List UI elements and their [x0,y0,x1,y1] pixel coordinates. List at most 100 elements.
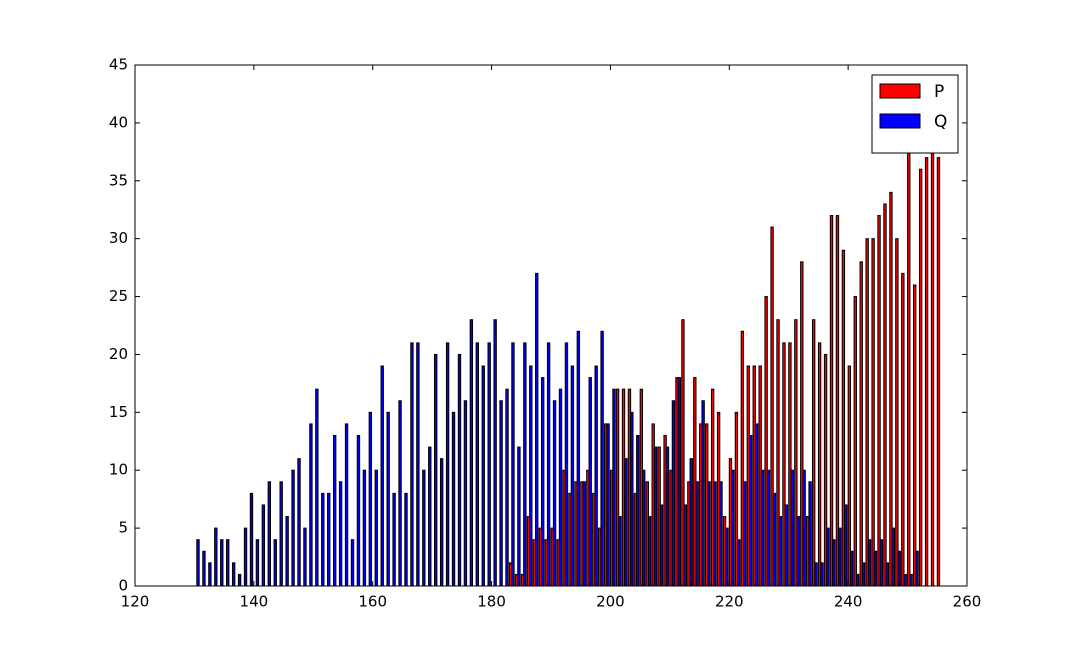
x-tick-label: 180 [477,593,506,611]
bar [811,319,816,587]
bar [924,157,929,587]
bar [356,434,361,587]
bar [451,411,456,587]
bar [630,411,634,587]
bar [499,400,503,587]
bar [778,516,783,587]
bar [600,330,604,587]
y-tick-label: 45 [109,56,128,74]
bar [291,469,295,587]
bar [350,539,355,587]
bar [930,133,935,587]
bar [594,365,598,587]
bar [422,469,426,587]
bar [410,342,414,587]
bar [416,342,420,587]
bar [380,365,384,587]
bar [279,481,283,587]
bar [285,516,289,587]
bar [208,562,212,587]
bar [647,516,652,587]
bar [877,215,881,587]
bar [327,492,331,587]
bar [214,527,218,587]
bar [226,539,230,587]
bar [731,469,735,587]
bar [231,562,236,587]
bar [546,342,551,587]
bar [907,145,911,587]
bar [624,458,628,587]
bar [772,492,777,587]
bar [398,400,402,587]
x-tick-label: 140 [240,593,269,611]
bar [368,411,373,587]
bar [879,539,884,587]
bar [665,446,670,587]
bar [695,481,699,587]
bar [529,365,533,587]
x-tick-label: 200 [596,593,625,611]
bar [243,527,248,587]
bar [642,469,646,587]
bar [297,458,301,587]
bar [859,261,863,587]
bar [903,573,907,587]
bar [362,469,367,587]
bar [386,411,390,587]
bar [814,562,818,587]
bar [883,203,887,587]
x-tick-label: 260 [953,593,982,611]
bar [588,377,592,587]
bar [817,342,822,587]
bar [796,516,800,587]
bar [636,434,640,587]
bar [315,388,319,587]
bar [760,469,765,587]
bar [784,504,789,587]
legend-label: P [934,82,944,102]
legend-swatch [879,113,921,129]
bar [237,573,242,587]
bar [737,539,741,587]
legend-swatch [879,83,921,99]
bar [659,504,664,587]
bar [853,296,857,587]
bar [748,434,753,587]
bar [511,342,515,587]
y-tick-label: 35 [109,171,128,189]
x-tick-label: 240 [834,593,863,611]
bar [713,481,717,587]
bar [564,342,569,587]
bar [273,539,277,587]
bar [552,400,557,587]
bar [392,492,396,587]
bar [428,446,432,587]
bar [570,365,575,587]
bar [261,504,266,587]
bar [404,492,408,587]
bar [505,388,509,587]
y-tick-label: 10 [109,461,128,479]
bar [936,157,941,587]
bar [267,481,271,587]
bar [653,446,658,587]
bar [249,492,254,587]
bar [766,469,771,587]
bar [689,458,693,587]
x-tick-label: 220 [715,593,744,611]
bar [897,550,901,587]
y-tick-label: 0 [118,577,128,595]
x-tick-label: 160 [358,593,387,611]
bar [344,423,349,587]
bar [439,458,444,587]
bar [332,434,337,587]
bar [338,481,343,587]
y-tick-label: 15 [109,403,128,421]
bar [487,342,491,587]
bar [535,272,539,587]
bar [719,481,723,587]
bar [309,423,313,587]
